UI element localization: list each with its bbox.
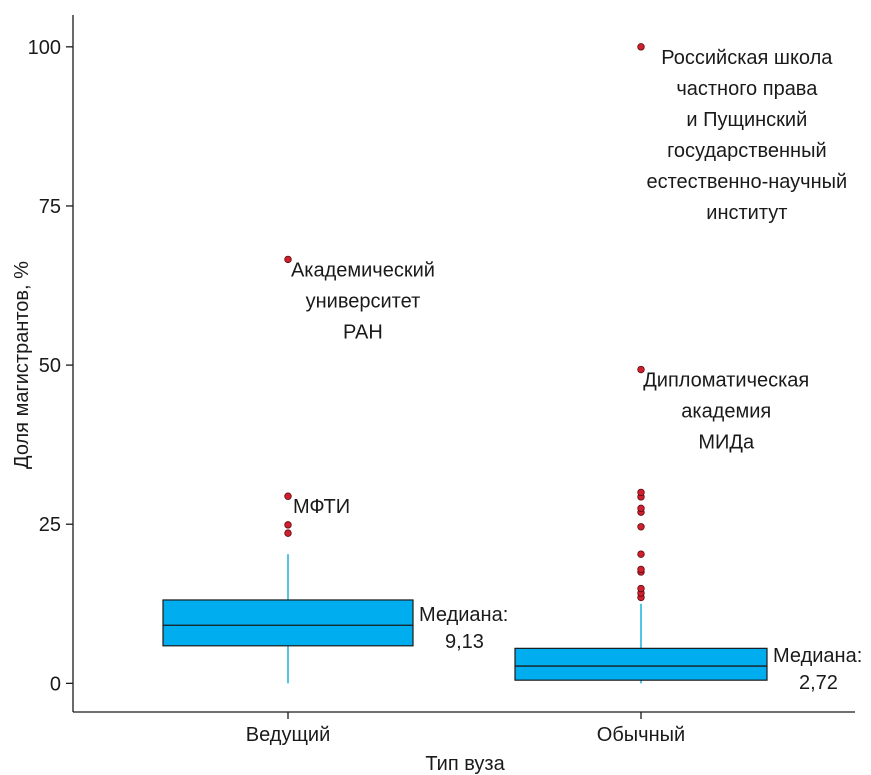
axes: 0 25 50 75 100 Ведущий Обычный (28, 15, 855, 746)
annotation-label: естественно-научный (646, 171, 847, 193)
annotation-label: Дипломатическая (643, 370, 809, 392)
x-tick-label: Ведущий (246, 724, 331, 746)
annotation-label: и Пущинский (686, 109, 807, 131)
annotation-label: РАН (343, 321, 383, 343)
outlier-point (637, 584, 645, 593)
y-tick-label: 50 (39, 355, 61, 377)
annotation-label: государственный (667, 140, 827, 162)
outliers (284, 43, 645, 602)
y-tick-label: 0 (50, 673, 61, 695)
annotation-label: Российская школа (661, 47, 833, 69)
boxes: Медиана: 9,13 Медиана: 2,72 (162, 554, 862, 694)
outlier-point (284, 521, 292, 529)
outlier-point (637, 523, 645, 531)
box (514, 647, 768, 681)
median-label: 9,13 (445, 631, 484, 653)
median-label: Медиана: (773, 645, 862, 667)
x-tick-label: Обычный (597, 724, 685, 746)
outlier-point (637, 565, 645, 574)
median-label: 2,72 (799, 672, 838, 694)
outlier-point (284, 255, 292, 264)
annotation-label: институт (706, 202, 787, 224)
outlier-point (637, 504, 645, 513)
outlier-point (637, 43, 645, 51)
outlier-point (637, 488, 645, 497)
x-axis-title: Тип вуза (425, 753, 505, 775)
outlier-point (637, 365, 645, 374)
annotation-label: МИДа (698, 432, 755, 454)
outlier-point (284, 529, 292, 537)
outlier-point (284, 492, 292, 500)
outlier-point (637, 550, 645, 558)
y-tick-label: 25 (39, 514, 61, 536)
annotation-label: частного права (676, 78, 818, 100)
box (162, 599, 414, 647)
y-axis-title: Доля магистрантов, % (11, 261, 33, 469)
y-tick-label: 75 (39, 196, 61, 218)
annotation-label: академия (681, 401, 771, 423)
annotations: Академический университет РАН МФТИ Российска… (291, 47, 847, 518)
y-tick-label: 100 (28, 37, 61, 59)
annotation-label: Академический (291, 259, 435, 281)
median-label: Медиана: (419, 604, 508, 626)
annotation-label: университет (306, 290, 421, 312)
annotation-label: МФТИ (293, 496, 350, 518)
